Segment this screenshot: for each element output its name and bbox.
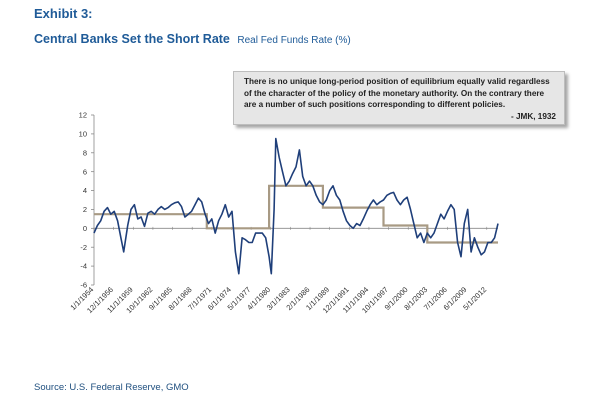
y-tick-label: 4 <box>83 186 87 195</box>
chart-title: Central Banks Set the Short Rate <box>34 32 230 46</box>
y-tick-label: 8 <box>83 148 87 157</box>
y-tick-label: -4 <box>80 262 87 271</box>
quote-text: There is no unique long-period position … <box>244 77 550 109</box>
y-tick-label: 10 <box>79 129 87 138</box>
y-tick-label: 12 <box>79 111 87 120</box>
source-note: Source: U.S. Federal Reserve, GMO <box>34 382 189 393</box>
quote-box: There is no unique long-period position … <box>233 71 565 125</box>
chart-title-row: Central Banks Set the Short Rate Real Fe… <box>34 30 351 48</box>
chart-subtitle: Real Fed Funds Rate (%) <box>237 35 351 46</box>
quote-attribution: - JMK, 1932 <box>510 111 556 121</box>
y-tick-label: 0 <box>83 224 87 233</box>
y-tick-label: -6 <box>80 281 87 290</box>
y-tick-label: 6 <box>83 167 87 176</box>
exhibit-label: Exhibit 3: <box>34 6 93 21</box>
regime-average-line <box>94 184 498 244</box>
real-fed-funds-rate-line <box>93 137 499 275</box>
y-tick-label: -2 <box>80 243 87 252</box>
y-tick-label: 2 <box>83 205 87 214</box>
